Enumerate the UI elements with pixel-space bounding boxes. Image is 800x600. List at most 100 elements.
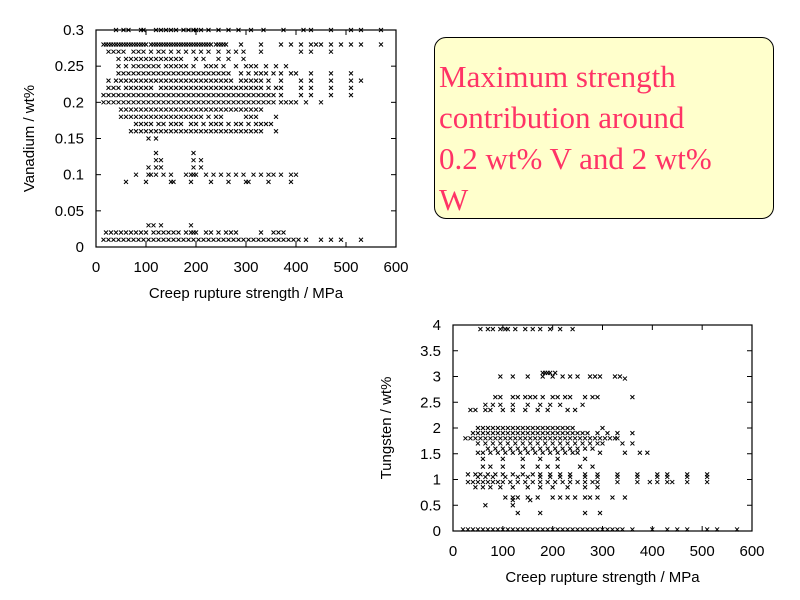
data-point xyxy=(123,179,129,185)
data-point xyxy=(510,402,516,408)
data-point xyxy=(555,456,561,462)
data-point xyxy=(460,527,466,532)
data-point xyxy=(502,435,508,441)
data-point xyxy=(475,430,481,436)
data-point xyxy=(251,92,256,98)
data-point xyxy=(615,527,620,532)
data-point xyxy=(557,441,563,446)
data-point xyxy=(231,237,236,243)
data-point xyxy=(193,56,199,62)
data-point xyxy=(153,56,159,62)
annotation-line: contribution around xyxy=(439,100,685,135)
data-point xyxy=(550,527,556,532)
data-point xyxy=(156,49,161,55)
data-point xyxy=(490,430,496,436)
data-point xyxy=(488,484,493,490)
data-point xyxy=(358,42,364,47)
data-point xyxy=(191,63,196,69)
data-point xyxy=(168,107,174,112)
data-point xyxy=(515,394,521,400)
data-point xyxy=(281,237,286,243)
data-point xyxy=(545,446,551,451)
data-point xyxy=(228,85,234,91)
data-point xyxy=(522,479,528,485)
data-point xyxy=(168,27,174,33)
data-point xyxy=(178,107,184,112)
data-point xyxy=(158,56,164,62)
data-point xyxy=(587,495,593,500)
data-point xyxy=(288,42,294,47)
data-point xyxy=(221,63,226,69)
data-point xyxy=(585,430,590,436)
data-point xyxy=(143,128,149,134)
data-point xyxy=(480,425,486,431)
y-tick-label: 4 xyxy=(433,317,441,334)
data-point xyxy=(246,92,251,98)
data-point xyxy=(216,230,221,235)
data-point xyxy=(258,85,264,91)
data-point xyxy=(193,121,199,127)
data-point xyxy=(550,441,556,446)
data-point xyxy=(111,92,116,98)
data-point xyxy=(241,237,246,243)
data-point xyxy=(186,237,191,243)
data-point xyxy=(153,172,159,178)
data-point xyxy=(483,435,488,441)
data-point xyxy=(497,441,503,446)
data-point xyxy=(171,71,176,76)
data-point xyxy=(143,42,149,47)
data-point xyxy=(505,441,511,446)
data-point xyxy=(530,326,536,332)
data-point xyxy=(468,435,473,441)
data-point xyxy=(146,71,151,76)
data-point xyxy=(116,56,121,62)
data-point xyxy=(253,85,259,91)
data-point xyxy=(136,63,141,69)
data-point xyxy=(577,435,583,441)
data-point xyxy=(188,121,194,127)
data-point xyxy=(251,237,256,243)
data-point xyxy=(595,474,600,480)
data-point xyxy=(258,49,264,55)
data-point xyxy=(540,450,546,456)
data-point xyxy=(610,495,615,500)
data-point xyxy=(527,497,533,503)
data-point xyxy=(143,56,149,62)
data-point xyxy=(178,121,184,127)
data-point xyxy=(138,85,144,91)
data-point xyxy=(196,71,201,76)
data-point xyxy=(540,527,546,532)
data-point xyxy=(617,374,623,379)
data-point xyxy=(188,107,194,112)
data-point xyxy=(465,527,471,532)
data-point xyxy=(143,114,149,120)
data-point xyxy=(161,172,166,178)
data-point xyxy=(475,450,481,456)
data-point xyxy=(158,78,164,83)
data-point xyxy=(206,237,211,243)
data-point xyxy=(664,527,670,532)
data-point xyxy=(522,435,528,441)
data-point xyxy=(158,107,164,112)
data-point xyxy=(271,230,276,235)
data-point xyxy=(278,92,284,98)
data-point xyxy=(121,49,126,55)
data-point xyxy=(488,435,493,441)
data-point xyxy=(241,172,246,178)
data-point xyxy=(515,474,521,480)
data-point xyxy=(590,446,595,451)
data-point xyxy=(111,237,116,243)
data-point xyxy=(223,230,229,235)
y-tick-label: 0.3 xyxy=(63,22,84,39)
data-point xyxy=(248,107,254,112)
data-point xyxy=(278,42,284,47)
data-point xyxy=(520,471,526,477)
data-point xyxy=(714,527,720,532)
data-point xyxy=(158,85,164,91)
data-point xyxy=(378,27,384,33)
data-point xyxy=(213,107,219,112)
x-tick-label: 300 xyxy=(233,259,258,276)
data-point xyxy=(163,63,169,69)
data-point xyxy=(151,71,156,76)
data-point xyxy=(211,92,216,98)
